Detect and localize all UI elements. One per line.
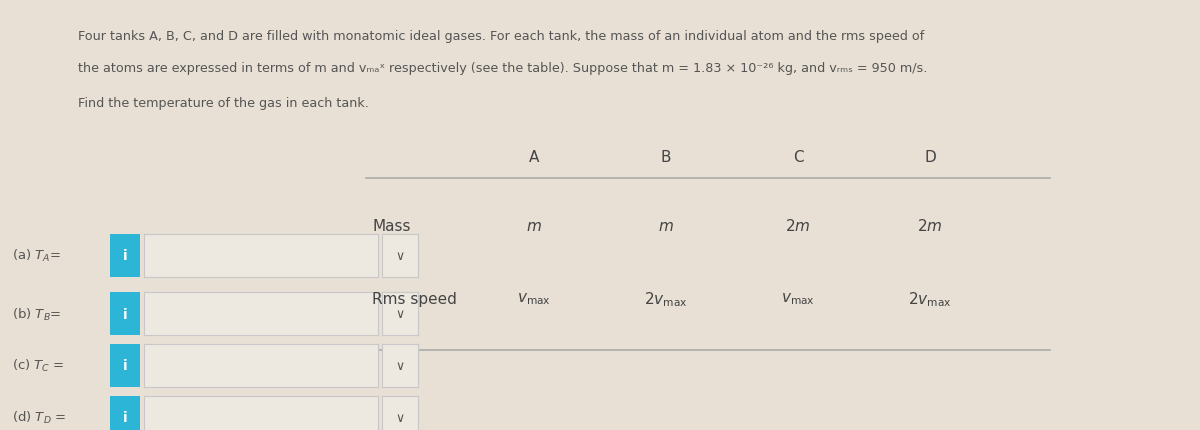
Text: $2m$: $2m$ — [917, 218, 943, 234]
Text: i: i — [124, 249, 127, 263]
Text: ∨: ∨ — [395, 411, 404, 424]
Text: (d) $T_D$ =: (d) $T_D$ = — [12, 409, 66, 425]
Text: $v_{\mathrm{max}}$: $v_{\mathrm{max}}$ — [517, 291, 551, 307]
Text: (b) $T_B$=: (b) $T_B$= — [12, 306, 61, 322]
Text: D: D — [924, 150, 936, 164]
Text: Find the temperature of the gas in each tank.: Find the temperature of the gas in each … — [78, 97, 368, 110]
Text: i: i — [124, 307, 127, 321]
Text: (c) $T_C$ =: (c) $T_C$ = — [12, 357, 65, 374]
Text: B: B — [661, 150, 671, 164]
Text: Four tanks A, B, C, and D are filled with monatomic ideal gases. For each tank, : Four tanks A, B, C, and D are filled wit… — [78, 30, 924, 43]
Text: $2v_{\mathrm{max}}$: $2v_{\mathrm{max}}$ — [908, 289, 952, 308]
Text: $2v_{\mathrm{max}}$: $2v_{\mathrm{max}}$ — [644, 289, 688, 308]
Text: i: i — [124, 410, 127, 424]
Text: C: C — [793, 150, 803, 164]
Text: $v_{\mathrm{max}}$: $v_{\mathrm{max}}$ — [781, 291, 815, 307]
Text: (a) $T_A$=: (a) $T_A$= — [12, 248, 61, 264]
Text: $m$: $m$ — [526, 218, 542, 233]
Text: Mass: Mass — [372, 218, 410, 233]
Text: Rms speed: Rms speed — [372, 292, 457, 306]
Text: $m$: $m$ — [658, 218, 674, 233]
Text: ∨: ∨ — [395, 249, 404, 262]
Text: ∨: ∨ — [395, 359, 404, 372]
Text: the atoms are expressed in terms of m and vₘₐˣ respectively (see the table). Sup: the atoms are expressed in terms of m an… — [78, 62, 928, 75]
Text: A: A — [529, 150, 539, 164]
Text: i: i — [124, 359, 127, 372]
Text: ∨: ∨ — [395, 307, 404, 320]
Text: $2m$: $2m$ — [785, 218, 811, 234]
